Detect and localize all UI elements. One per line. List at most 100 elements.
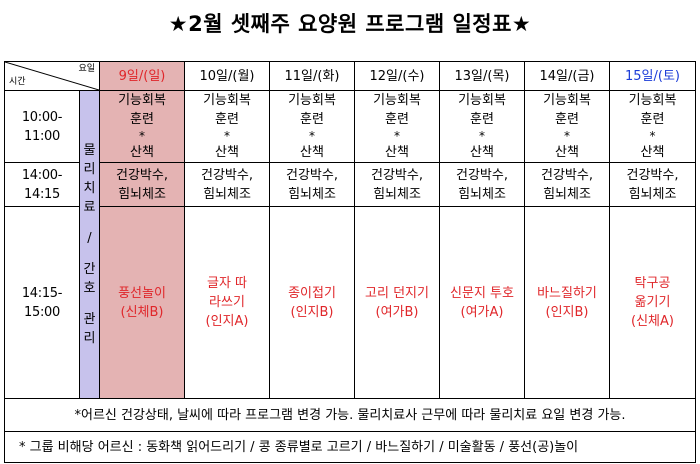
activity-cell: 풍선놀이 (신체B)	[99, 206, 185, 399]
cell-star: *	[394, 129, 400, 143]
cell-line: 산책	[640, 145, 665, 160]
cell-line: 건강박수,	[286, 167, 338, 183]
cell-line: 기능회복	[118, 93, 166, 108]
activity-cell: 신문지 투호 (여가A)	[439, 206, 525, 399]
cell-line: 기능회복	[203, 93, 251, 108]
page-title: ★2월 셋째주 요양원 프로그램 일정표★	[168, 12, 532, 36]
activity-name: 신문지 투호	[450, 285, 514, 301]
day-header-fri: 14일/(금)	[524, 61, 610, 91]
cell-line: 훈련	[640, 112, 665, 127]
cell-line: 훈련	[300, 112, 324, 127]
cell-line: 훈련	[385, 112, 409, 127]
exercise-cell: 건강박수, 힘뇌체조	[609, 162, 696, 207]
note-row: *어르신 건강상태, 날씨에 따라 프로그램 변경 가능. 물리치료사 근무에 …	[4, 398, 696, 432]
time-label: 10:00-11:00	[4, 90, 80, 163]
cell-star: *	[224, 129, 230, 143]
cell-line: 건강박수,	[541, 167, 593, 183]
cell-line: 힘뇌체조	[203, 186, 251, 202]
category-char: /	[87, 231, 92, 246]
exercise-cell: 건강박수, 힘뇌체조	[439, 162, 525, 207]
activity-type: (여가B)	[375, 304, 419, 320]
category-char: 물	[83, 143, 96, 158]
cell-line: 건강박수,	[201, 167, 253, 183]
category-spacer	[80, 248, 99, 260]
cell-line: 훈련	[215, 112, 239, 127]
cell-star: *	[139, 129, 145, 143]
cell-line: 산책	[300, 145, 324, 160]
activity-type: (신체B)	[120, 304, 164, 320]
cell-star: *	[479, 129, 485, 143]
cell-line: 기능회복	[288, 93, 336, 108]
cell-line: 훈련	[470, 112, 494, 127]
exercise-cell: 건강박수, 힘뇌체조	[354, 162, 440, 207]
cell-line: 기능회복	[458, 93, 506, 108]
cell-line: 산책	[385, 145, 409, 160]
corner-cell: 요일 시간	[4, 61, 100, 91]
diagonal-line	[5, 62, 99, 90]
cell-line: 기능회복	[373, 93, 421, 108]
activity-name: 바느질하기	[537, 285, 597, 301]
morning-cell: 기능회복 훈련 * 산책	[609, 90, 696, 163]
category-char: 관	[83, 312, 96, 327]
activity-cell: 탁구공 옮기기 (신체A)	[609, 206, 696, 399]
activity-type: (여가A)	[460, 304, 504, 320]
cell-star: *	[564, 129, 570, 143]
activity-type: (신체A)	[631, 314, 674, 329]
exercise-cell: 건강박수, 힘뇌체조	[99, 162, 185, 207]
day-header-wed: 12일/(수)	[354, 61, 440, 91]
day-header-mon: 10일/(월)	[184, 61, 270, 91]
category-char: 간	[83, 262, 96, 277]
slot-row-3: 14:15-15:00 풍선놀이 (신체B) 글자 따라쓰기 (인지A) 종이접기 (…	[4, 206, 696, 399]
day-header-sun: 9일/(일)	[99, 61, 185, 91]
cell-line: 건강박수,	[371, 167, 423, 183]
category-char: 리	[83, 331, 96, 346]
morning-cell: 기능회복 훈련 * 산책	[439, 90, 525, 163]
exercise-cell: 건강박수, 힘뇌체조	[524, 162, 610, 207]
activity-name: 탁구공 옮기기	[634, 276, 671, 310]
activity-type: (인지A)	[205, 314, 249, 329]
day-header-tue: 11일/(화)	[269, 61, 355, 91]
activity-name: 종이접기	[288, 285, 336, 301]
cell-line: 산책	[555, 145, 579, 160]
footer-note: * 그룹 비해당 어르신 : 동화책 읽어드리기 / 콩 종류별로 고르기 / …	[4, 431, 696, 463]
day-header-thu: 13일/(목)	[439, 61, 525, 91]
footer-row: * 그룹 비해당 어르신 : 동화책 읽어드리기 / 콩 종류별로 고르기 / …	[4, 431, 696, 463]
activity-name: 고리 던지기	[365, 285, 429, 301]
schedule-note: *어르신 건강상태, 날씨에 따라 프로그램 변경 가능. 물리치료사 근무에 …	[4, 398, 696, 432]
corner-time-label: 시간	[9, 77, 26, 87]
cell-line: 훈련	[130, 112, 154, 127]
cell-line: 힘뇌체조	[118, 186, 166, 202]
cell-line: 건강박수,	[456, 167, 508, 183]
category-spacer	[80, 298, 99, 310]
corner-day-label: 요일	[78, 64, 95, 74]
time-label: 14:15-15:00	[4, 206, 80, 399]
exercise-cell: 건강박수, 힘뇌체조	[184, 162, 270, 207]
cell-line: 훈련	[555, 112, 579, 127]
cell-line: 산책	[130, 145, 154, 160]
activity-cell: 고리 던지기 (여가B)	[354, 206, 440, 399]
slot-row-1: 10:00-11:00 물 리 치 료 / 간 호 관 리 기능회복 훈련 * 산책 …	[4, 90, 696, 399]
cell-line: 기능회복	[543, 93, 591, 108]
activity-cell: 종이접기 (인지B)	[269, 206, 355, 399]
slot-row-2: 14:00-14:15 건강박수, 힘뇌체조 건강박수, 힘뇌체조 건강박수, 힘뇌체…	[4, 162, 696, 207]
cell-line: 힘뇌체조	[628, 186, 677, 202]
activity-type: (인지B)	[545, 304, 589, 320]
cell-line: 힘뇌체조	[458, 186, 506, 202]
category-label: 물 리 치 료 / 간 호 관 리	[79, 90, 100, 399]
activity-name: 글자 따라쓰기	[206, 276, 247, 310]
category-char: 료	[83, 200, 96, 215]
activity-cell: 글자 따라쓰기 (인지A)	[184, 206, 270, 399]
category-spacer	[80, 217, 99, 229]
cell-line: 산책	[215, 145, 239, 160]
cell-star: *	[649, 129, 656, 143]
activity-name: 풍선놀이	[118, 285, 166, 301]
schedule-table: 요일 시간 9일/(일) 10일/(월) 11일/(화) 12일/(수) 13일…	[4, 61, 696, 463]
category-char: 호	[83, 281, 96, 296]
header-row: 요일 시간 9일/(일) 10일/(월) 11일/(화) 12일/(수) 13일…	[4, 61, 696, 91]
activity-type: (인지B)	[290, 304, 334, 320]
exercise-cell: 건강박수, 힘뇌체조	[269, 162, 355, 207]
